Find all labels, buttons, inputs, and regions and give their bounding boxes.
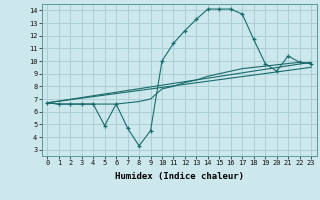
X-axis label: Humidex (Indice chaleur): Humidex (Indice chaleur) <box>115 172 244 181</box>
